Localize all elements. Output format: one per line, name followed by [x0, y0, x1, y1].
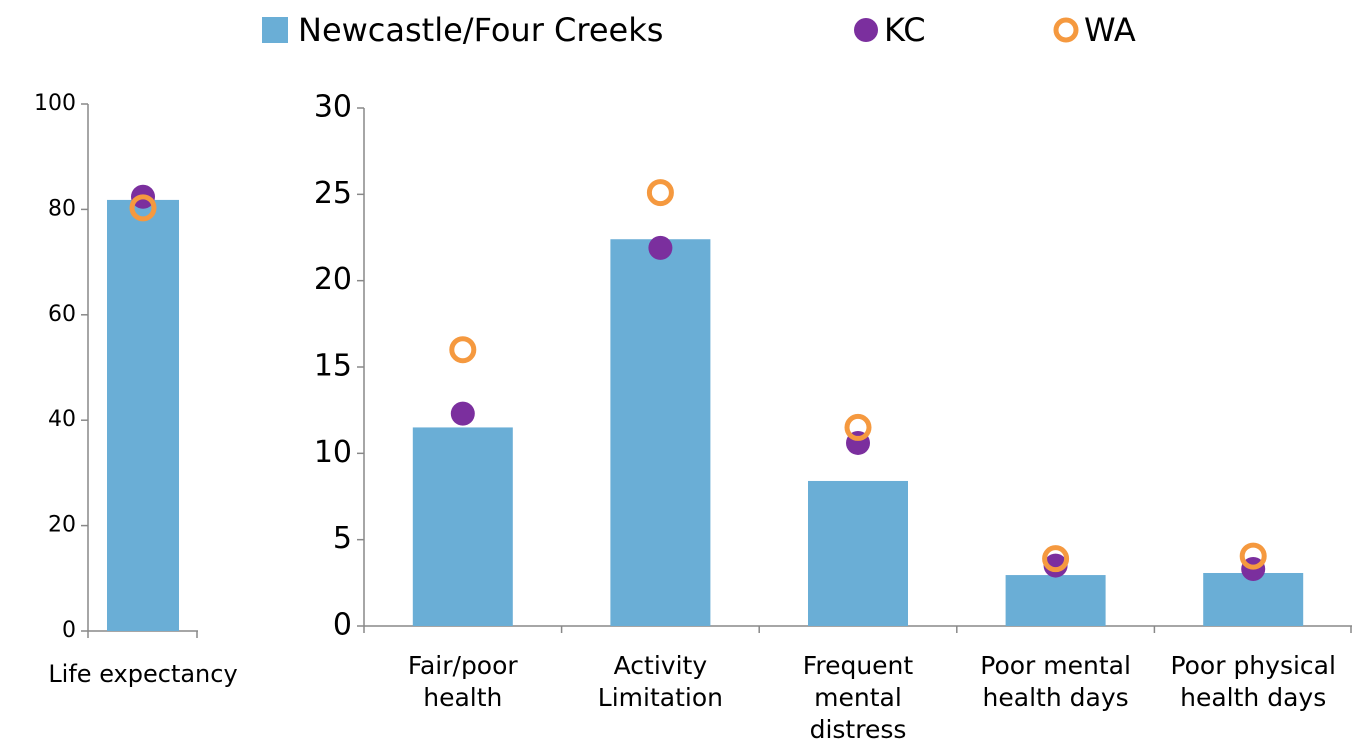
y-tick-label: 30	[314, 90, 352, 125]
y-tick-label: 0	[333, 608, 352, 643]
bar	[1203, 572, 1304, 626]
wa-ring	[844, 413, 872, 441]
x-tick-label: Life expectancy	[48, 660, 238, 688]
y-tick-label: 0	[62, 618, 76, 643]
x-tick-label: Poor mental health days	[980, 651, 1131, 712]
wa-ring	[1042, 545, 1070, 573]
y-tick-label: 60	[48, 302, 76, 327]
bar	[610, 239, 711, 626]
bar	[412, 427, 513, 626]
kc-dot	[450, 401, 475, 426]
wa-ring	[129, 194, 157, 222]
bar	[107, 199, 179, 631]
y-tick-label: 20	[48, 513, 76, 538]
x-tick-label: Frequent mental distress	[802, 651, 914, 744]
legend-label: Newcastle/Four Creeks	[298, 11, 663, 49]
wa-ring	[1239, 542, 1267, 570]
y-tick-label: 10	[314, 435, 352, 470]
bar	[808, 480, 908, 626]
legend-swatch	[854, 18, 878, 42]
legend-swatch	[262, 17, 288, 43]
x-tick-label: Poor physical health days	[1170, 651, 1336, 712]
wa-ring	[449, 336, 477, 364]
legend-swatch	[1053, 17, 1079, 43]
kc-dot	[1043, 553, 1068, 578]
y-tick-label: 20	[314, 262, 352, 297]
x-tick-label: Activity Limitation	[597, 651, 723, 712]
kc-dot	[648, 235, 673, 260]
y-tick-label: 15	[314, 349, 352, 384]
y-tick-label: 25	[314, 176, 352, 211]
wa-ring	[646, 179, 674, 207]
x-tick-label: Fair/poor health	[407, 651, 518, 712]
y-tick-label: 80	[48, 196, 76, 221]
y-tick-label: 5	[333, 521, 352, 556]
bar	[1005, 575, 1106, 626]
legend-label: KC	[884, 11, 926, 49]
y-tick-label: 40	[48, 407, 76, 432]
y-tick-label: 100	[34, 91, 76, 116]
legend-label: WA	[1084, 11, 1136, 49]
